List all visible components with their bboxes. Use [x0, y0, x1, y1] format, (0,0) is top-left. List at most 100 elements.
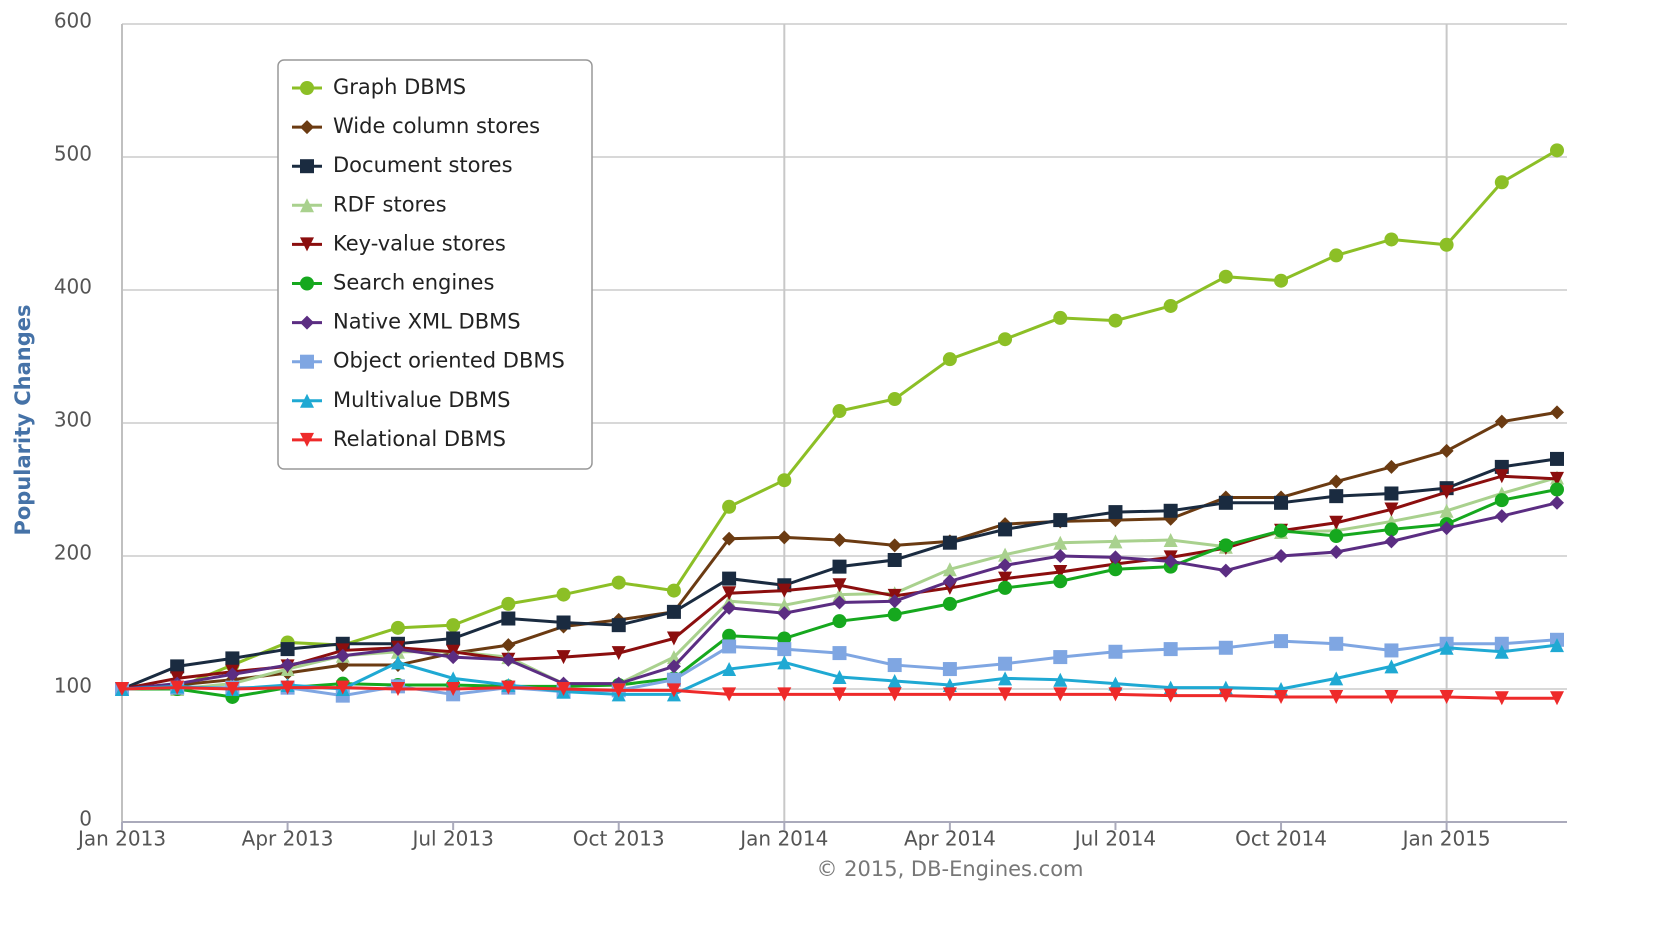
- marker: [998, 571, 1013, 586]
- marker: [280, 642, 295, 657]
- marker: [666, 631, 681, 646]
- marker: [1494, 636, 1509, 651]
- marker: [998, 671, 1013, 686]
- marker: [777, 655, 792, 670]
- marker: [722, 687, 737, 702]
- y-tick-label: 500: [54, 142, 92, 166]
- marker: [300, 159, 314, 174]
- marker: [722, 499, 737, 514]
- marker: [1274, 273, 1289, 288]
- y-tick-label: 600: [54, 9, 92, 33]
- marker: [777, 687, 792, 702]
- marker: [1439, 237, 1454, 252]
- marker: [998, 580, 1013, 595]
- marker: [1053, 672, 1068, 687]
- marker: [722, 531, 737, 546]
- marker: [1053, 513, 1068, 528]
- marker: [1494, 509, 1509, 524]
- marker: [1274, 495, 1289, 510]
- marker: [777, 631, 792, 646]
- marker: [777, 642, 792, 657]
- marker: [1108, 550, 1123, 565]
- marker: [832, 559, 847, 574]
- marker: [501, 680, 516, 695]
- marker: [1163, 642, 1178, 657]
- marker: [942, 352, 957, 367]
- marker: [832, 670, 847, 685]
- marker: [225, 667, 240, 682]
- marker: [556, 587, 571, 602]
- x-tick-label: Jan 2015: [1401, 827, 1491, 851]
- y-tick-label: 200: [54, 541, 92, 565]
- marker: [611, 618, 626, 633]
- marker: [832, 687, 847, 702]
- marker: [1163, 688, 1178, 703]
- marker: [887, 538, 902, 553]
- marker: [1218, 495, 1233, 510]
- marker: [1439, 485, 1454, 500]
- marker: [832, 404, 847, 419]
- marker: [501, 638, 516, 653]
- marker: [1329, 474, 1344, 489]
- marker: [1439, 503, 1454, 518]
- marker: [1053, 574, 1068, 589]
- marker: [1218, 640, 1233, 655]
- marker: [1550, 691, 1564, 706]
- marker: [942, 687, 957, 702]
- marker: [1384, 643, 1399, 658]
- marker: [722, 628, 737, 643]
- marker: [170, 659, 185, 674]
- marker: [335, 680, 350, 695]
- marker: [722, 662, 737, 677]
- marker: [666, 672, 681, 687]
- marker: [942, 535, 957, 550]
- legend-label: Multivalue DBMS: [333, 388, 510, 412]
- marker: [832, 533, 847, 548]
- marker: [1329, 529, 1344, 544]
- x-tick-label: Oct 2014: [1235, 827, 1327, 851]
- marker: [170, 680, 185, 695]
- marker: [1274, 523, 1289, 538]
- marker: [1274, 549, 1289, 563]
- marker: [446, 631, 461, 646]
- y-tick-label: 0: [79, 807, 92, 831]
- marker: [1494, 493, 1509, 508]
- marker: [832, 614, 847, 629]
- x-tick-label: Apr 2014: [904, 827, 996, 851]
- marker: [556, 615, 571, 630]
- x-tick-label: Apr 2013: [242, 827, 334, 851]
- marker: [1439, 521, 1454, 536]
- marker: [1550, 451, 1564, 466]
- legend-label: Search engines: [333, 271, 494, 295]
- marker: [611, 683, 626, 698]
- marker: [280, 658, 295, 673]
- marker: [1384, 502, 1399, 517]
- marker: [887, 392, 902, 407]
- marker: [335, 648, 350, 663]
- y-tick-label: 300: [54, 408, 92, 432]
- marker: [1053, 535, 1068, 550]
- marker: [1439, 443, 1454, 458]
- marker: [722, 639, 737, 654]
- marker: [1384, 659, 1399, 674]
- marker: [1384, 534, 1399, 549]
- marker: [887, 687, 902, 702]
- marker: [446, 618, 461, 633]
- marker: [1494, 469, 1509, 484]
- marker: [1163, 503, 1178, 518]
- marker: [832, 595, 847, 610]
- marker: [300, 354, 314, 369]
- marker: [1163, 533, 1178, 548]
- marker: [1329, 689, 1344, 704]
- marker: [666, 583, 681, 598]
- legend-label: RDF stores: [333, 192, 447, 216]
- marker: [300, 198, 314, 213]
- marker: [501, 611, 516, 626]
- marker: [998, 687, 1013, 702]
- marker: [300, 237, 314, 252]
- x-tick-label: Jul 2013: [410, 827, 493, 851]
- marker: [390, 642, 405, 657]
- legend: Graph DBMS Wide column stores Document sto…: [277, 59, 593, 470]
- marker: [1329, 636, 1344, 651]
